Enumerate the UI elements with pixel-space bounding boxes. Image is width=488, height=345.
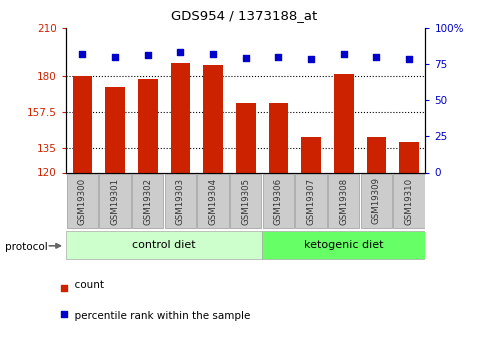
Bar xyxy=(301,137,320,172)
Text: GSM19306: GSM19306 xyxy=(273,177,283,225)
Bar xyxy=(333,74,353,172)
Bar xyxy=(105,87,124,172)
Text: GSM19301: GSM19301 xyxy=(110,177,119,225)
Point xyxy=(123,201,131,206)
Text: control diet: control diet xyxy=(132,240,196,250)
Text: GSM19308: GSM19308 xyxy=(339,177,347,225)
FancyBboxPatch shape xyxy=(66,231,262,259)
Bar xyxy=(235,103,255,172)
Text: percentile rank within the sample: percentile rank within the sample xyxy=(68,311,250,321)
Point xyxy=(339,51,347,57)
Text: count: count xyxy=(68,280,104,289)
Text: GSM19300: GSM19300 xyxy=(78,177,87,225)
FancyBboxPatch shape xyxy=(99,174,130,228)
FancyBboxPatch shape xyxy=(262,174,293,228)
Text: GSM19305: GSM19305 xyxy=(241,177,250,225)
FancyBboxPatch shape xyxy=(295,174,326,228)
Text: GSM19302: GSM19302 xyxy=(143,177,152,225)
FancyBboxPatch shape xyxy=(360,174,391,228)
Bar xyxy=(366,137,386,172)
Text: ketogenic diet: ketogenic diet xyxy=(304,240,383,250)
Point xyxy=(78,51,86,57)
Point xyxy=(242,55,249,61)
Point xyxy=(209,51,217,57)
Text: GSM19307: GSM19307 xyxy=(306,177,315,225)
Text: GDS954 / 1373188_at: GDS954 / 1373188_at xyxy=(171,9,317,22)
FancyBboxPatch shape xyxy=(229,174,261,228)
FancyBboxPatch shape xyxy=(327,174,359,228)
Text: GSM19309: GSM19309 xyxy=(371,177,380,225)
Bar xyxy=(268,103,287,172)
FancyBboxPatch shape xyxy=(66,174,98,228)
FancyBboxPatch shape xyxy=(393,174,424,228)
Text: GSM19304: GSM19304 xyxy=(208,177,217,225)
Bar xyxy=(138,79,157,172)
Bar xyxy=(170,63,190,172)
Point xyxy=(143,52,151,58)
Point xyxy=(372,54,380,59)
Bar xyxy=(399,142,418,172)
FancyBboxPatch shape xyxy=(262,231,425,259)
FancyBboxPatch shape xyxy=(197,174,228,228)
Point xyxy=(274,54,282,59)
FancyBboxPatch shape xyxy=(164,174,196,228)
Point xyxy=(176,49,184,55)
Bar xyxy=(72,76,92,172)
FancyBboxPatch shape xyxy=(132,174,163,228)
Text: GSM19303: GSM19303 xyxy=(176,177,184,225)
Text: GSM19310: GSM19310 xyxy=(404,177,413,225)
Bar xyxy=(203,65,223,172)
Point xyxy=(405,57,412,62)
Point xyxy=(111,54,119,59)
Point xyxy=(306,57,314,62)
Text: protocol: protocol xyxy=(5,242,47,252)
